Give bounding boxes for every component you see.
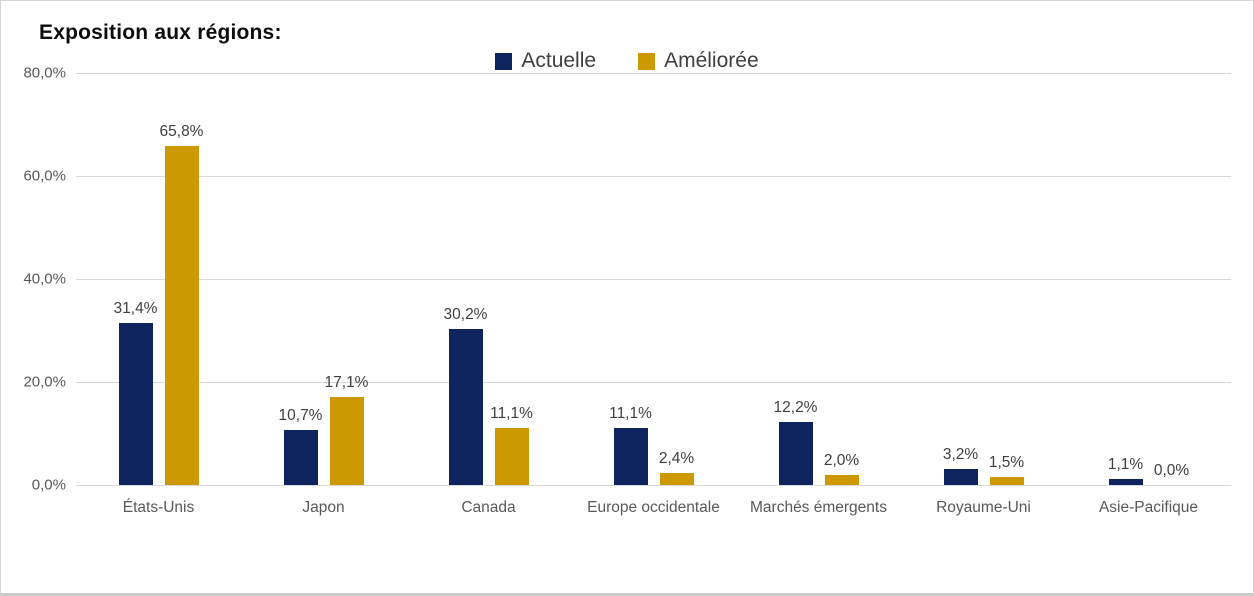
bar-amelioree	[494, 428, 529, 485]
gridline	[76, 73, 1231, 74]
plot-area: 0,0% 20,0% 40,0% 60,0% 80,0% 31,4% 65,8% États-…	[23, 65, 1231, 516]
bar-actuelle	[778, 422, 813, 485]
value-label: 65,8%	[159, 123, 204, 140]
gridline	[76, 485, 1231, 486]
value-label: 1,1%	[1107, 456, 1144, 473]
x-axis-category-label: Royaume-Uni	[936, 499, 1031, 516]
x-axis-category-label: Marchés émergents	[750, 499, 887, 516]
value-label: 10,7%	[278, 407, 323, 424]
bar-actuelle	[1108, 479, 1143, 485]
legend-swatch-actuelle-icon	[495, 52, 513, 70]
bar-actuelle	[613, 428, 648, 485]
bar-amelioree	[989, 477, 1024, 485]
legend-item-amelioree: Améliorée	[638, 49, 759, 73]
value-label: 30,2%	[443, 306, 488, 323]
legend: Actuelle Améliorée	[1, 49, 1253, 73]
value-label: 3,2%	[942, 446, 979, 463]
legend-label-amelioree: Améliorée	[664, 49, 759, 72]
y-axis-tick-label: 60,0%	[23, 167, 66, 185]
bar-actuelle	[283, 430, 318, 485]
gridline	[76, 382, 1231, 383]
bar-actuelle	[448, 329, 483, 485]
chart-title: Exposition aux régions:	[39, 21, 282, 44]
value-label: 2,4%	[658, 450, 695, 467]
value-label: 12,2%	[773, 399, 818, 416]
x-axis-category-label: Asie-Pacifique	[1098, 499, 1199, 516]
y-axis-tick-label: 0,0%	[31, 476, 66, 494]
value-label: 17,1%	[324, 374, 369, 391]
gridline	[76, 176, 1231, 177]
y-axis-tick-label: 40,0%	[23, 270, 66, 288]
x-axis-category-label: Europe occidentale	[587, 499, 720, 516]
y-axis-tick-label: 20,0%	[23, 373, 66, 391]
bar-amelioree	[164, 146, 199, 485]
x-axis-category-label: États-Unis	[122, 499, 195, 516]
bar-amelioree	[824, 475, 859, 485]
x-axis-category-label: Canada	[461, 499, 516, 516]
bar-actuelle	[943, 469, 978, 485]
x-axis-category-label: Japon	[302, 499, 345, 516]
legend-item-actuelle: Actuelle	[495, 49, 596, 73]
bar-amelioree	[659, 473, 694, 485]
legend-swatch-amelioree-icon	[638, 52, 656, 70]
bar-actuelle	[118, 323, 153, 485]
legend-label-actuelle: Actuelle	[521, 49, 597, 72]
value-label: 2,0%	[823, 452, 860, 469]
gridline	[76, 279, 1231, 280]
value-label: 11,1%	[609, 405, 652, 422]
value-label: 0,0%	[1153, 462, 1190, 479]
value-label: 1,5%	[988, 454, 1025, 471]
y-axis-tick-label: 80,0%	[23, 64, 66, 82]
bar-amelioree	[329, 397, 364, 485]
value-label: 31,4%	[113, 300, 158, 317]
value-label: 11,1%	[490, 405, 533, 422]
